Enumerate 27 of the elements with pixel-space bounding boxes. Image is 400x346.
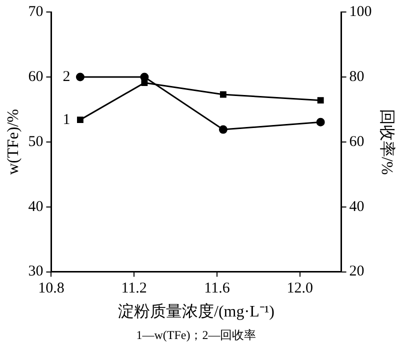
x-tick-label: 10.8 — [38, 280, 64, 297]
x-tick-label: 12.0 — [286, 280, 313, 297]
text: 1—w(TFe)；2—回收率 — [136, 328, 256, 342]
point — [317, 97, 324, 104]
x-axis-title: 淀粉质量浓度/(mg·L⁻¹) — [118, 302, 274, 321]
x-tick-label: 11.6 — [204, 280, 230, 297]
y2-tick-label: 100 — [349, 4, 372, 20]
point — [76, 72, 84, 82]
y-tick-label: 60 — [28, 68, 44, 85]
point — [141, 80, 148, 86]
y-tick-label: 40 — [28, 198, 44, 215]
y2-tick-label: 60 — [349, 134, 364, 150]
x-tick-label: 11.2 — [121, 280, 147, 297]
y2-tick-label: 80 — [349, 68, 364, 85]
y-tick-label: 50 — [28, 134, 44, 150]
point — [316, 118, 325, 126]
series-label: 2 — [62, 68, 70, 85]
point — [220, 91, 226, 98]
y2-tick-label: 20 — [349, 264, 364, 280]
point — [76, 116, 84, 124]
y-axis-title: w(TFe)/% — [4, 109, 22, 175]
y2-tick-label: 40 — [349, 198, 364, 215]
point — [218, 125, 228, 134]
series-label: 1 — [62, 112, 70, 128]
y-tick-label: 70 — [28, 4, 44, 20]
y-tick-label: 30 — [28, 264, 44, 280]
y2-axis-title: 回收率/% — [378, 109, 396, 175]
